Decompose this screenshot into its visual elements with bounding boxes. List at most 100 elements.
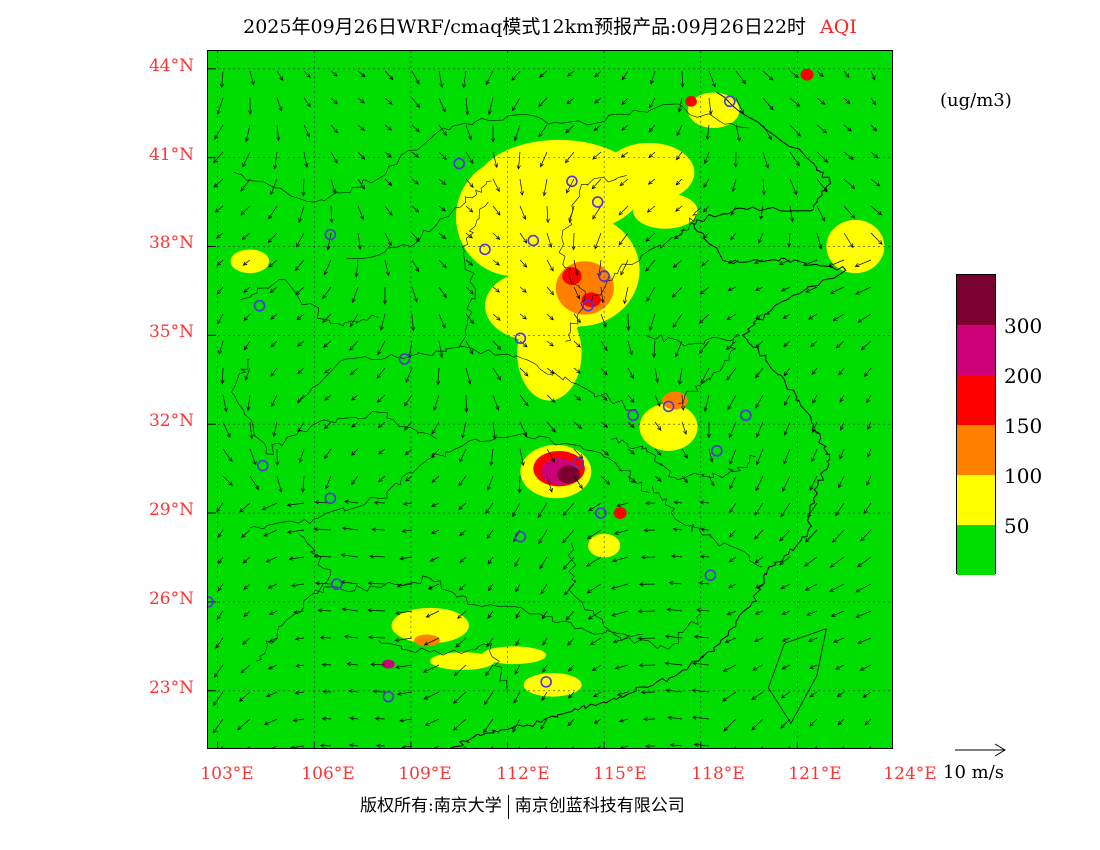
wind-arrow-icon bbox=[627, 394, 635, 404]
wind-arrow-icon bbox=[341, 607, 359, 612]
wind-arrow-icon bbox=[702, 232, 710, 239]
wind-arrow-icon bbox=[452, 718, 467, 731]
wind-arrow-icon bbox=[567, 637, 575, 646]
wind-arrow-icon bbox=[425, 610, 440, 618]
wind-arrow-icon bbox=[249, 70, 255, 86]
wind-arrow-icon bbox=[728, 556, 737, 563]
wind-arrow-icon bbox=[438, 205, 446, 212]
wind-arrow-icon bbox=[216, 259, 224, 267]
wind-arrow-icon bbox=[733, 151, 738, 168]
wind-arrow-icon bbox=[759, 205, 764, 220]
wind-arrow-icon bbox=[783, 367, 791, 377]
wind-arrow-icon bbox=[647, 178, 656, 185]
wind-arrow-icon bbox=[376, 743, 386, 748]
city-marker bbox=[382, 690, 395, 703]
wind-arrow-icon bbox=[789, 97, 801, 107]
wind-arrow-icon bbox=[539, 556, 548, 570]
wind-arrow-icon bbox=[519, 205, 527, 221]
city-marker bbox=[566, 175, 578, 188]
legend-swatch-300plus bbox=[957, 275, 995, 325]
wind-arrow-icon bbox=[701, 259, 710, 267]
copyright-owner: 版权所有:南京大学 bbox=[360, 796, 502, 816]
province-boundary bbox=[346, 180, 492, 259]
wind-arrow-icon bbox=[217, 583, 224, 592]
wind-arrow-icon bbox=[627, 367, 634, 380]
wind-arrow-icon bbox=[411, 70, 420, 85]
wind-arrow-icon bbox=[627, 340, 633, 356]
wind-arrow-icon bbox=[830, 610, 845, 617]
wind-arrow-icon bbox=[459, 529, 467, 537]
wind-arrow-icon bbox=[303, 97, 311, 108]
wind-arrow-icon bbox=[810, 340, 818, 348]
wind-arrow-icon bbox=[621, 70, 629, 81]
wind-arrow-icon bbox=[755, 394, 764, 409]
wind-arrow-icon bbox=[270, 178, 278, 196]
wind-arrow-icon bbox=[568, 691, 575, 699]
wind-arrow-icon bbox=[517, 475, 522, 494]
wind-arrow-icon bbox=[698, 581, 710, 586]
wind-arrow-icon bbox=[843, 178, 856, 190]
wind-arrow-icon bbox=[296, 232, 305, 248]
province-boundary bbox=[233, 103, 750, 203]
wind-arrow-icon bbox=[354, 259, 359, 278]
wind-arrow-icon bbox=[781, 664, 791, 670]
wind-arrow-icon bbox=[594, 745, 602, 748]
wind-arrow-icon bbox=[247, 745, 251, 748]
wind-arrow-icon bbox=[438, 97, 446, 113]
wind-arrow-icon bbox=[666, 607, 683, 612]
map-panel[interactable] bbox=[207, 50, 893, 749]
wind-arrow-icon bbox=[589, 637, 602, 646]
wind-arrow-icon bbox=[809, 664, 818, 669]
wind-arrow-icon bbox=[465, 340, 474, 355]
wind-arrow-icon bbox=[804, 529, 818, 543]
city-marker bbox=[595, 507, 607, 519]
wind-arrow-icon bbox=[594, 70, 602, 78]
wind-arrow-icon bbox=[394, 610, 413, 616]
lat-label-35: 35°N bbox=[148, 322, 194, 342]
wind-arrow-icon bbox=[860, 340, 872, 351]
wind-arrow-icon bbox=[459, 448, 467, 463]
wind-arrow-icon bbox=[568, 205, 575, 224]
wind-arrow-icon bbox=[612, 637, 629, 644]
wind-arrow-icon bbox=[677, 97, 683, 113]
lat-label-32: 32°N bbox=[148, 411, 194, 431]
wind-arrow-icon bbox=[648, 151, 656, 159]
wind-arrow-icon bbox=[270, 313, 278, 320]
wind-arrow-icon bbox=[600, 394, 608, 401]
wind-arrow-icon bbox=[652, 340, 657, 359]
wind-arrow-icon bbox=[640, 555, 656, 560]
wind-arrow-icon bbox=[384, 70, 394, 81]
wind-arrow-icon bbox=[613, 529, 629, 535]
wind-arrow-icon bbox=[835, 340, 845, 349]
wind-arrow-icon bbox=[727, 286, 737, 292]
wind-arrow-icon bbox=[600, 475, 611, 485]
wind-arrow-icon bbox=[357, 97, 365, 104]
wind-arrow-icon bbox=[870, 124, 878, 132]
province-boundary bbox=[231, 358, 437, 455]
province-boundary bbox=[240, 278, 379, 327]
wind-arrow-icon bbox=[238, 691, 251, 702]
aqi-map-canvas[interactable] bbox=[208, 51, 893, 749]
city-marker bbox=[398, 353, 411, 365]
wind-arrow-icon bbox=[303, 124, 310, 138]
graticule-layer bbox=[208, 51, 892, 748]
wind-arrow-icon bbox=[730, 232, 737, 241]
wind-arrow-icon bbox=[860, 529, 872, 542]
wind-arrow-icon bbox=[429, 556, 440, 562]
wind-arrow-icon bbox=[620, 259, 629, 276]
wind-arrow-icon bbox=[349, 313, 359, 328]
wind-arrow-icon bbox=[573, 421, 583, 430]
wind-arrow-icon bbox=[293, 609, 305, 615]
aqi-region bbox=[613, 507, 627, 519]
wind-arrow-icon bbox=[384, 97, 393, 105]
wind-arrow-icon bbox=[326, 232, 332, 251]
legend-unit: (ug/m3) bbox=[940, 90, 1012, 111]
wind-arrow-icon bbox=[394, 637, 413, 643]
wind-arrow-icon bbox=[465, 205, 474, 213]
wind-arrow-icon bbox=[600, 313, 607, 328]
wind-arrow-icon bbox=[315, 581, 332, 586]
copyright-company: 南京创蓝科技有限公司 bbox=[514, 796, 685, 816]
wind-arrow-icon bbox=[422, 664, 440, 673]
wind-arrow-icon bbox=[399, 718, 413, 723]
wind-arrow-icon bbox=[626, 313, 631, 331]
